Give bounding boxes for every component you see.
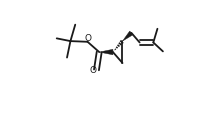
Text: O: O	[89, 66, 96, 75]
Polygon shape	[123, 31, 133, 41]
Polygon shape	[99, 49, 113, 55]
Text: O: O	[84, 34, 91, 43]
